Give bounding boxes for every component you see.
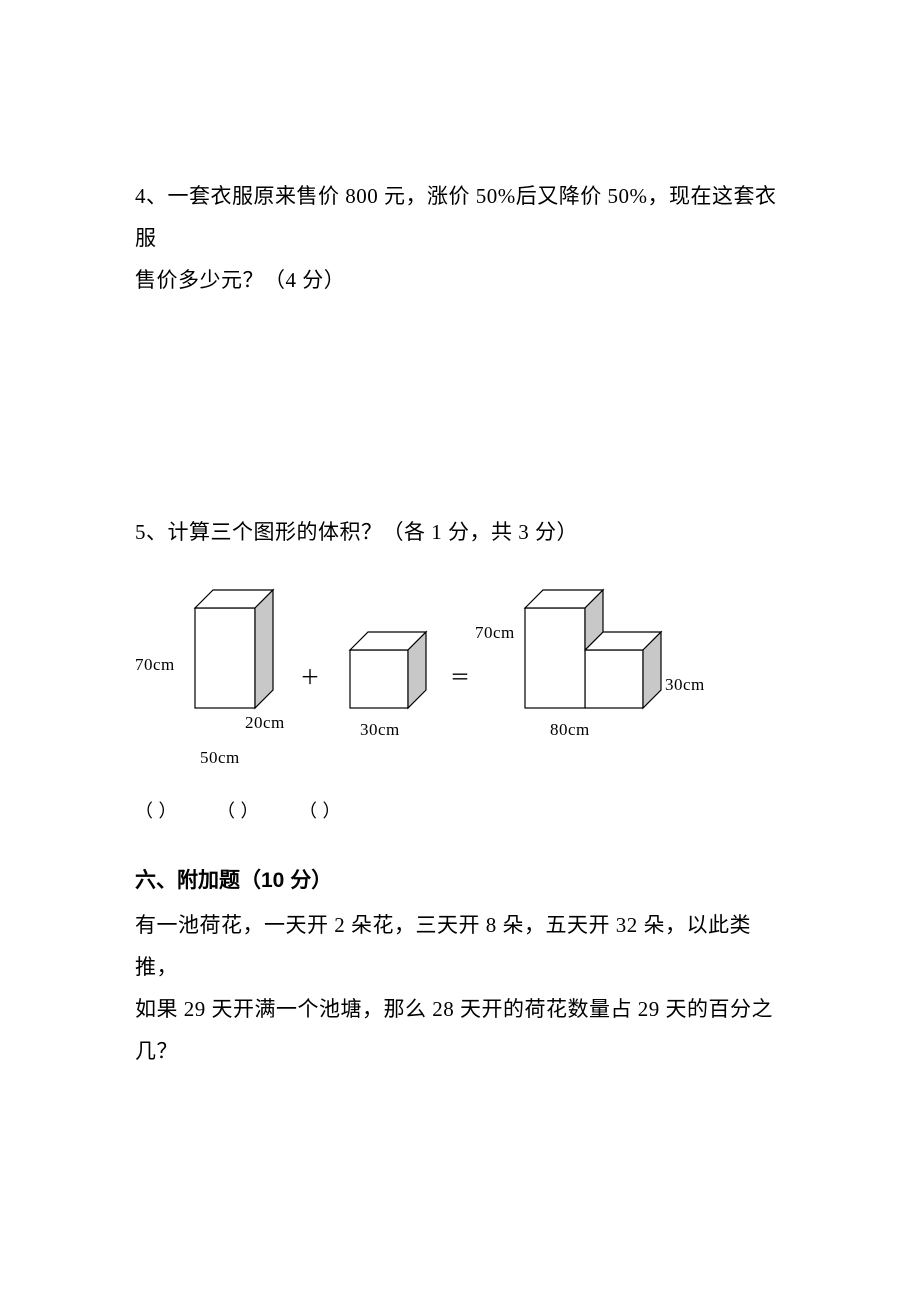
section-6-heading: 六、附加题（10 分） [135,864,790,894]
plus-op: ＋ [300,658,321,698]
fig3-width-label: 80cm [550,713,590,747]
fig1-cuboid [195,590,273,708]
blank-1: （ ） [135,801,177,821]
problem-4-line2: 售价多少元？（4 分） [135,259,790,301]
section-6-line3: 几？ [135,1030,790,1072]
section-6-body: 有一池荷花，一天开 2 朵花，三天开 8 朵，五天开 32 朵，以此类推， 如果… [135,904,790,1072]
fig3-depth-label: 30cm [665,668,705,702]
answer-blanks: （ ） （ ） （ ） [135,793,790,829]
figures-row: 70cm 20cm 50cm ＋ 30cm ＝ 70cm 30cm 80cm [135,578,790,778]
fig3-composite [525,590,661,708]
fig2-cube [350,632,426,708]
problem-5: 5、计算三个图形的体积？（各 1 分，共 3 分） [135,511,790,829]
blank-2: （ ） [217,801,259,821]
section-6-line1: 有一池荷花，一天开 2 朵花，三天开 8 朵，五天开 32 朵，以此类推， [135,904,790,988]
fig1-depth-label: 20cm [245,706,285,740]
exam-page: 4、一套衣服原来售价 800 元，涨价 50%后又降价 50%，现在这套衣服 售… [0,0,920,1302]
eq-op: ＝ [450,658,471,698]
problem-5-title: 5、计算三个图形的体积？（各 1 分，共 3 分） [135,511,790,553]
problem-4-line1: 4、一套衣服原来售价 800 元，涨价 50%后又降价 50%，现在这套衣服 [135,175,790,259]
blank-3: （ ） [299,801,341,821]
fig2-side-label: 30cm [360,713,400,747]
fig3-height-label: 70cm [475,616,515,650]
fig1-height-label: 70cm [135,648,175,682]
fig1-width-label: 50cm [200,741,240,775]
section-6-line2: 如果 29 天开满一个池塘，那么 28 天开的荷花数量占 29 天的百分之 [135,988,790,1030]
problem-4: 4、一套衣服原来售价 800 元，涨价 50%后又降价 50%，现在这套衣服 售… [135,175,790,301]
